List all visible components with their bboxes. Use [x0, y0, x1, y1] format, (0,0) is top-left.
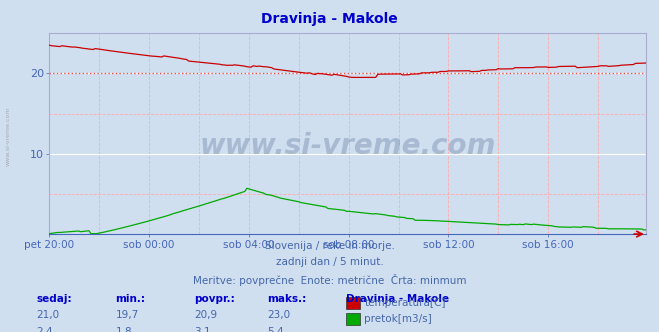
Text: povpr.:: povpr.:: [194, 294, 235, 304]
Text: 20,9: 20,9: [194, 310, 217, 320]
Text: Slovenija / reke in morje.: Slovenija / reke in morje.: [264, 241, 395, 251]
Text: 1,8: 1,8: [115, 327, 132, 332]
Text: 3,1: 3,1: [194, 327, 211, 332]
Text: 2,4: 2,4: [36, 327, 53, 332]
Text: sedaj:: sedaj:: [36, 294, 72, 304]
Text: pretok[m3/s]: pretok[m3/s]: [364, 314, 432, 324]
Text: maks.:: maks.:: [267, 294, 306, 304]
Text: 5,4: 5,4: [267, 327, 283, 332]
Text: zadnji dan / 5 minut.: zadnji dan / 5 minut.: [275, 257, 384, 267]
Text: Dravinja - Makole: Dravinja - Makole: [261, 12, 398, 26]
Text: 19,7: 19,7: [115, 310, 138, 320]
Text: 21,0: 21,0: [36, 310, 59, 320]
Text: Meritve: povprečne  Enote: metrične  Črta: minmum: Meritve: povprečne Enote: metrične Črta:…: [192, 274, 467, 286]
Text: Dravinja - Makole: Dravinja - Makole: [346, 294, 449, 304]
Text: www.si-vreme.com: www.si-vreme.com: [5, 106, 11, 166]
Text: www.si-vreme.com: www.si-vreme.com: [200, 132, 496, 160]
Text: 23,0: 23,0: [267, 310, 290, 320]
Text: temperatura[C]: temperatura[C]: [364, 298, 446, 308]
Text: min.:: min.:: [115, 294, 146, 304]
